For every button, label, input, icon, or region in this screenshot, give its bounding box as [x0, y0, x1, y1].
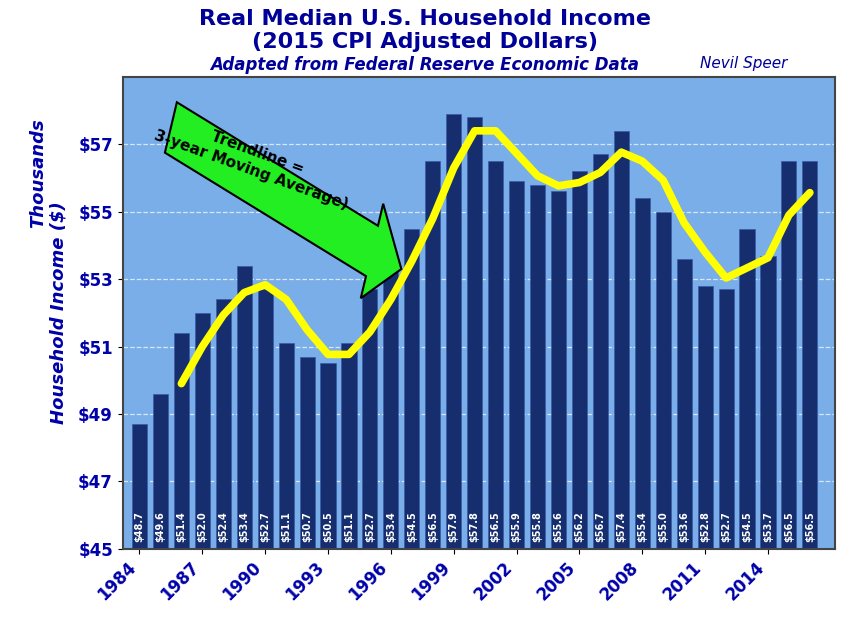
Bar [132, 424, 147, 549]
Text: $56.5: $56.5 [428, 511, 438, 542]
Text: Real Median U.S. Household Income: Real Median U.S. Household Income [199, 9, 651, 29]
Bar [279, 343, 293, 549]
Text: (2015 CPI Adjusted Dollars): (2015 CPI Adjusted Dollars) [252, 32, 598, 52]
Text: $55.9: $55.9 [512, 511, 522, 542]
Bar [802, 161, 818, 549]
Bar [195, 313, 210, 549]
Text: $53.7: $53.7 [763, 511, 773, 542]
Text: $57.8: $57.8 [470, 511, 479, 542]
Bar [655, 212, 671, 549]
Text: $56.5: $56.5 [805, 511, 815, 542]
Text: $56.5: $56.5 [490, 511, 501, 542]
Bar [509, 181, 524, 549]
Text: $53.6: $53.6 [679, 511, 689, 542]
Bar [488, 161, 503, 549]
Text: $51.1: $51.1 [281, 511, 291, 542]
Text: $54.5: $54.5 [407, 511, 416, 542]
Text: Thousands: Thousands [29, 118, 48, 228]
Text: Nevil Speer: Nevil Speer [700, 56, 787, 71]
Text: $52.8: $52.8 [700, 511, 710, 542]
Bar [592, 154, 608, 549]
Bar [362, 289, 377, 549]
Bar [320, 363, 336, 549]
Bar [551, 191, 566, 549]
Y-axis label: Household Income ($): Household Income ($) [49, 201, 67, 424]
Text: $49.6: $49.6 [156, 511, 166, 542]
Text: $52.4: $52.4 [218, 511, 229, 542]
Text: $56.5: $56.5 [784, 511, 794, 542]
Bar [258, 289, 273, 549]
Text: $51.1: $51.1 [344, 511, 354, 542]
Bar [405, 228, 419, 549]
Bar [216, 300, 231, 549]
Bar [236, 266, 252, 549]
Bar [781, 161, 796, 549]
Text: $53.4: $53.4 [239, 511, 249, 542]
Bar [425, 161, 440, 549]
Text: $55.0: $55.0 [658, 511, 668, 542]
Text: $55.6: $55.6 [553, 511, 564, 542]
Bar [383, 266, 399, 549]
Bar [468, 118, 482, 549]
Text: $55.8: $55.8 [532, 511, 542, 542]
Text: $57.9: $57.9 [449, 511, 459, 542]
FancyArrow shape [165, 102, 401, 298]
Text: $55.4: $55.4 [638, 511, 647, 542]
Bar [572, 171, 587, 549]
Text: $51.4: $51.4 [176, 511, 186, 542]
Bar [635, 198, 649, 549]
Bar [761, 256, 775, 549]
Text: $52.7: $52.7 [365, 511, 375, 542]
Text: $56.7: $56.7 [595, 511, 605, 542]
Text: $52.7: $52.7 [721, 511, 731, 542]
Bar [446, 114, 462, 549]
Text: $50.5: $50.5 [323, 511, 333, 542]
Bar [342, 343, 356, 549]
Text: $53.4: $53.4 [386, 511, 396, 542]
Bar [530, 184, 545, 549]
Bar [718, 289, 734, 549]
Text: $52.0: $52.0 [197, 511, 207, 542]
Bar [740, 228, 755, 549]
Text: $54.5: $54.5 [742, 511, 752, 542]
Text: $48.7: $48.7 [134, 511, 145, 542]
Bar [677, 259, 692, 549]
Bar [153, 394, 168, 549]
Bar [614, 131, 629, 549]
Text: $50.7: $50.7 [302, 511, 312, 542]
Text: $52.7: $52.7 [260, 511, 270, 542]
Text: Adapted from Federal Reserve Economic Data: Adapted from Federal Reserve Economic Da… [211, 56, 639, 74]
Text: $57.4: $57.4 [616, 511, 626, 542]
Bar [698, 286, 712, 549]
Bar [174, 333, 189, 549]
Bar [299, 357, 314, 549]
Text: $56.2: $56.2 [575, 511, 585, 542]
Text: Trendline =
3-year Moving Average): Trendline = 3-year Moving Average) [152, 110, 357, 212]
